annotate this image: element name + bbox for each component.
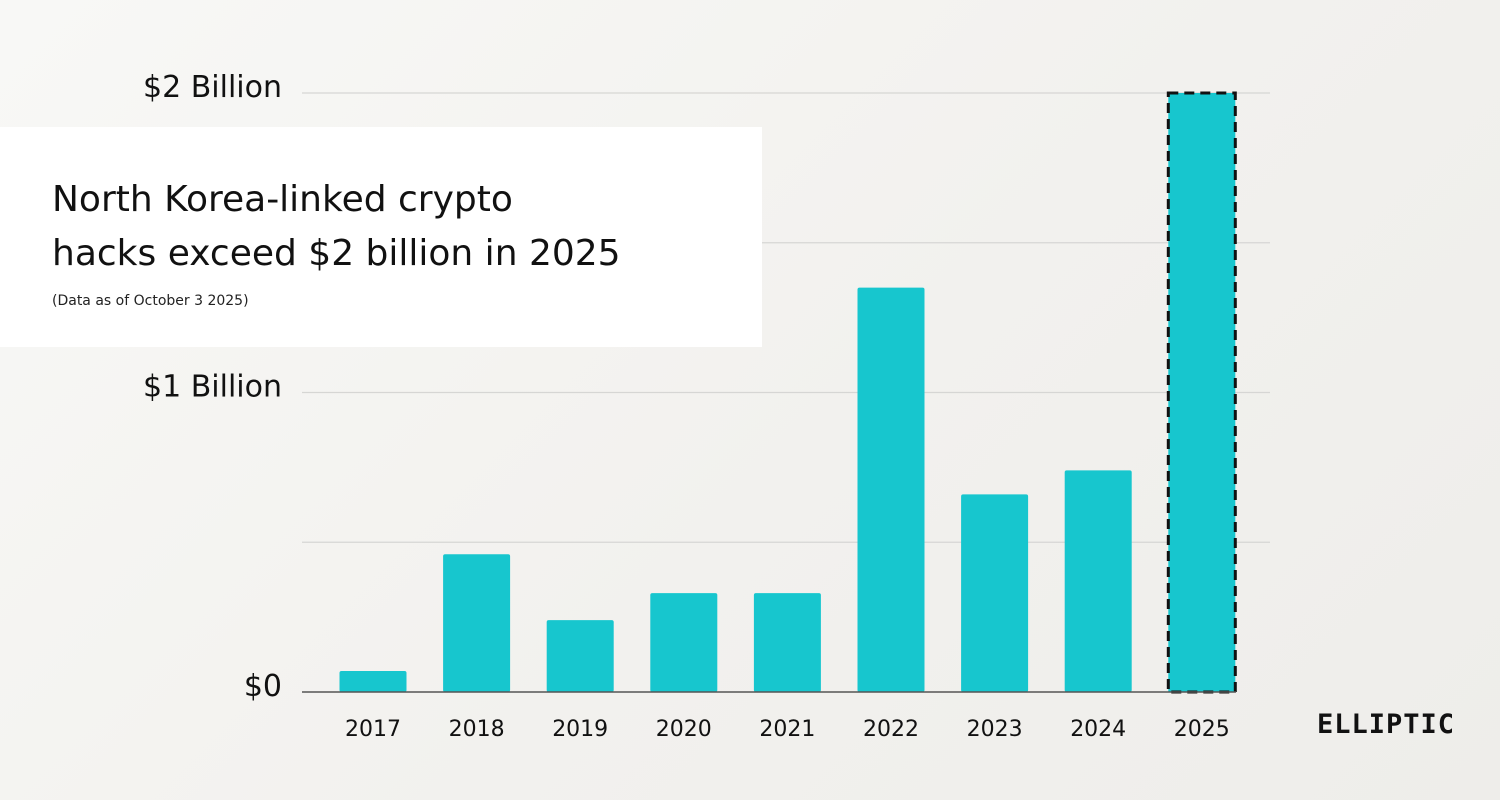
bar-2017	[339, 671, 407, 692]
x-tick-label: 2019	[552, 717, 608, 742]
y-tick-label: $0	[244, 669, 282, 704]
bar-2020	[650, 593, 718, 692]
y-tick-label: $1 Billion	[143, 370, 282, 405]
bar-2022	[857, 287, 925, 692]
x-tick-label: 2022	[863, 717, 919, 742]
x-tick-label: 2020	[656, 717, 712, 742]
axes: 2017 2018 2019 2020 2021 2022 2023 2024 2025 $0 $1…	[143, 70, 1236, 742]
bar-2021	[753, 593, 821, 692]
x-tick-label: 2025	[1174, 717, 1230, 742]
title-card: North Korea-linked crypto hacks exceed $…	[0, 127, 762, 347]
elliptic-logo: ELLIPTIC	[1317, 709, 1456, 740]
bars	[339, 91, 1237, 694]
y-tick-label: $2 Billion	[143, 70, 282, 105]
bar-2024	[1064, 470, 1132, 692]
bar-2025	[1166, 91, 1237, 694]
x-tick-label: 2018	[449, 717, 505, 742]
x-tick-label: 2021	[759, 717, 815, 742]
bar-2019	[546, 620, 614, 692]
bar-2023	[961, 494, 1029, 692]
x-tick-label: 2024	[1070, 717, 1126, 742]
bar-2018	[443, 554, 511, 692]
chart-subtitle: (Data as of October 3 2025)	[52, 293, 249, 309]
x-tick-label: 2023	[967, 717, 1023, 742]
chart-title: North Korea-linked crypto hacks exceed $…	[52, 179, 621, 274]
x-tick-label: 2017	[345, 717, 401, 742]
